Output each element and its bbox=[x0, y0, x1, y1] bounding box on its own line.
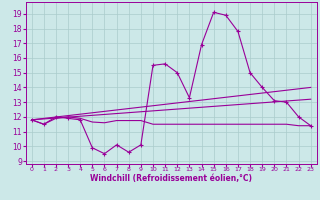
X-axis label: Windchill (Refroidissement éolien,°C): Windchill (Refroidissement éolien,°C) bbox=[90, 174, 252, 183]
